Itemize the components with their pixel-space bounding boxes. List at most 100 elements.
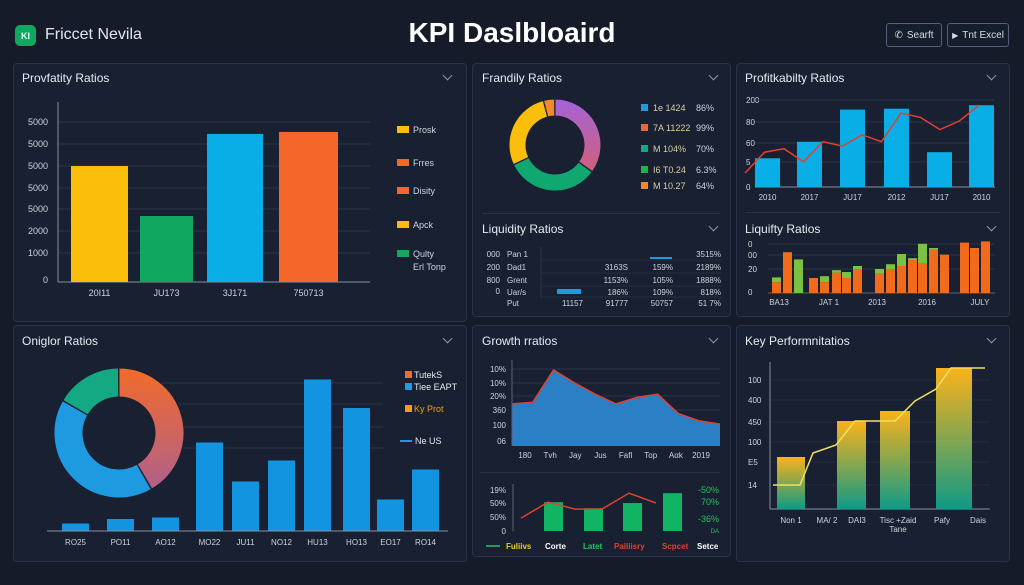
bar bbox=[279, 131, 338, 282]
donut-slice bbox=[542, 98, 556, 118]
x-tick-label: 2010 bbox=[759, 193, 777, 202]
trend-line bbox=[773, 367, 985, 486]
legend-swatch bbox=[397, 187, 409, 194]
bar bbox=[107, 519, 134, 531]
legend-percent: 86% bbox=[696, 103, 714, 113]
x-tick-label: 2019 bbox=[692, 451, 710, 460]
legend-label: Fuliivs bbox=[506, 542, 532, 551]
y-tick-label: 5 bbox=[746, 158, 751, 167]
y-tick-label: 0 bbox=[502, 527, 507, 536]
x-tick-label: MO22 bbox=[199, 538, 221, 547]
x-tick-label: DAI3 bbox=[848, 516, 866, 525]
legend-code: 1e 1424 bbox=[653, 103, 686, 113]
row-label: Uar/s bbox=[507, 288, 526, 297]
legend-percent: 99% bbox=[696, 123, 714, 133]
table-cell: 186% bbox=[608, 288, 628, 297]
bar bbox=[140, 216, 193, 282]
x-tick-label: AO12 bbox=[155, 538, 176, 547]
x-tick-label: Tisc +Zaid bbox=[880, 516, 917, 525]
y-tick-label: 0 bbox=[748, 288, 753, 297]
trend-line bbox=[744, 104, 980, 174]
x-tick-label: JULY bbox=[971, 298, 991, 307]
legend-label: Ne US bbox=[415, 436, 442, 446]
y-tick-label: 100 bbox=[748, 376, 762, 385]
legend-swatch bbox=[405, 371, 412, 378]
bar bbox=[196, 442, 223, 531]
logo: KI bbox=[15, 25, 36, 46]
y-tick-label: 60 bbox=[746, 139, 755, 148]
y-tick-label: 19% bbox=[490, 486, 506, 495]
bar-segment bbox=[809, 278, 818, 293]
donut-slice bbox=[118, 367, 185, 490]
bar bbox=[837, 421, 866, 509]
y-tick-label: 20 bbox=[748, 265, 757, 274]
y-tick-label: 5000 bbox=[28, 117, 48, 127]
x-tick-label: 2017 bbox=[801, 193, 819, 202]
legend-label: Disity bbox=[413, 186, 435, 196]
x-tick-label: JU11 bbox=[236, 538, 255, 547]
bar-segment bbox=[794, 259, 803, 293]
bar-segment bbox=[960, 242, 969, 293]
legend-label: Apck bbox=[413, 220, 434, 230]
bar bbox=[232, 481, 259, 531]
x-tick-label: Tane bbox=[889, 525, 907, 534]
area-fill bbox=[512, 369, 720, 446]
panel-title: Liquidity Ratios bbox=[482, 222, 564, 236]
axis-label: 0 bbox=[496, 287, 501, 296]
x-tick-label: 2010 bbox=[973, 193, 991, 202]
panel-frandily-liquidity bbox=[472, 63, 731, 317]
x-tick-label: 3J171 bbox=[223, 288, 248, 298]
bar bbox=[663, 493, 682, 531]
y-tick-label: 450 bbox=[748, 418, 762, 427]
x-tick-label: RO14 bbox=[415, 538, 436, 547]
page-title: KPI Daslbloaird bbox=[408, 17, 616, 48]
axis-label: 200 bbox=[487, 263, 501, 272]
bar bbox=[62, 523, 89, 531]
bar bbox=[412, 469, 439, 531]
bar bbox=[268, 460, 295, 531]
panel-title: Growth rratios bbox=[482, 334, 558, 348]
x-tick-label: JAT 1 bbox=[819, 298, 840, 307]
y-tick-label: 1000 bbox=[28, 248, 48, 258]
x-tick-label: Dais bbox=[970, 516, 986, 525]
y-tick-label: 00 bbox=[748, 251, 757, 260]
y-tick-label: 5000 bbox=[28, 139, 48, 149]
search-button[interactable]: ✆ Searft bbox=[886, 23, 942, 47]
bar-segment bbox=[842, 272, 851, 278]
bar-segment bbox=[908, 258, 917, 260]
value-label: DA bbox=[711, 529, 719, 535]
value-label: -50% bbox=[698, 485, 719, 495]
bar bbox=[544, 502, 563, 531]
x-tick-label: RO25 bbox=[65, 538, 86, 547]
x-tick-label: MA/ 2 bbox=[817, 516, 838, 525]
y-tick-label: 80 bbox=[746, 118, 755, 127]
legend-label: Scpcet bbox=[662, 542, 689, 551]
legend-swatch bbox=[397, 221, 409, 228]
mini-bar bbox=[557, 289, 581, 294]
logo-text: KI bbox=[21, 30, 30, 41]
bar-segment bbox=[832, 270, 841, 273]
bar bbox=[840, 109, 865, 187]
axis-label: 800 bbox=[487, 276, 501, 285]
y-tick-label: 20% bbox=[490, 392, 506, 401]
legend-label: TutekS bbox=[414, 370, 442, 380]
value-label: 70% bbox=[701, 497, 719, 507]
y-tick-label: 10% bbox=[490, 379, 506, 388]
table-cell: 3515% bbox=[696, 250, 721, 259]
donut-slice bbox=[508, 99, 549, 166]
legend-percent: 70% bbox=[696, 144, 714, 154]
legend-percent: 6.3% bbox=[696, 165, 717, 175]
row-label: Grent bbox=[507, 276, 528, 285]
legend-label: Tiee EAPT bbox=[414, 382, 458, 392]
y-tick-label: 100 bbox=[748, 438, 762, 447]
brand-name: Friccet Nevila bbox=[45, 26, 142, 43]
y-tick-label: 5000 bbox=[28, 183, 48, 193]
export-excel-button[interactable]: ▶ Tnt Excel bbox=[947, 23, 1009, 47]
legend-label: Setce bbox=[697, 542, 719, 551]
x-tick-label: Top bbox=[644, 451, 657, 460]
y-tick-label: 400 bbox=[748, 396, 762, 405]
x-tick-label: 2016 bbox=[918, 298, 936, 307]
legend-label: Latet bbox=[583, 542, 602, 551]
bar bbox=[304, 379, 331, 531]
x-tick-label: Tvh bbox=[543, 451, 556, 460]
